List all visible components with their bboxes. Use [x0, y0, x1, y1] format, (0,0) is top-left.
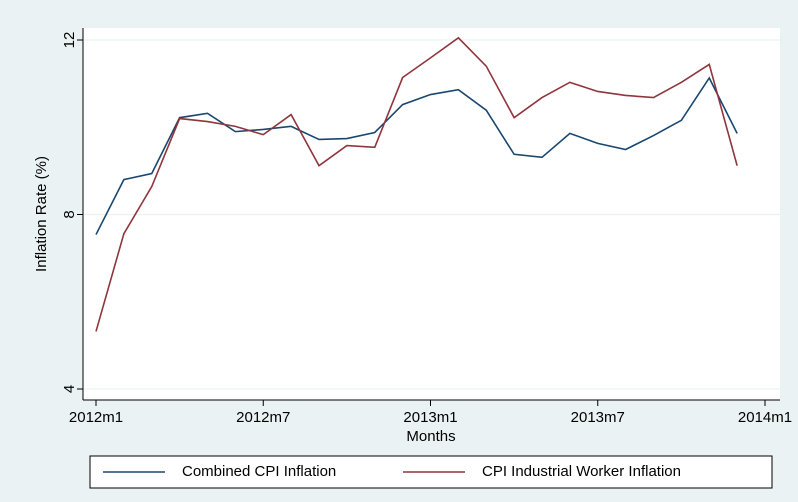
x-tick-label: 2014m1: [738, 409, 792, 426]
y-axis-title: Inflation Rate (%): [33, 156, 50, 272]
x-tick-label: 2013m7: [571, 409, 625, 426]
legend-label: Combined CPI Inflation: [182, 463, 336, 480]
x-tick-label: 2013m1: [403, 409, 457, 426]
y-tick-label: 4: [61, 385, 78, 393]
x-axis-title: Months: [406, 428, 455, 445]
line-series: [95, 36, 738, 332]
line-series: [95, 76, 738, 235]
x-tick-label: 2012m7: [236, 409, 290, 426]
legend-label: CPI Industrial Worker Inflation: [482, 463, 681, 480]
y-tick-label: 8: [61, 210, 78, 218]
x-tick-label: 2012m1: [69, 409, 123, 426]
y-tick-label: 12: [61, 32, 78, 49]
